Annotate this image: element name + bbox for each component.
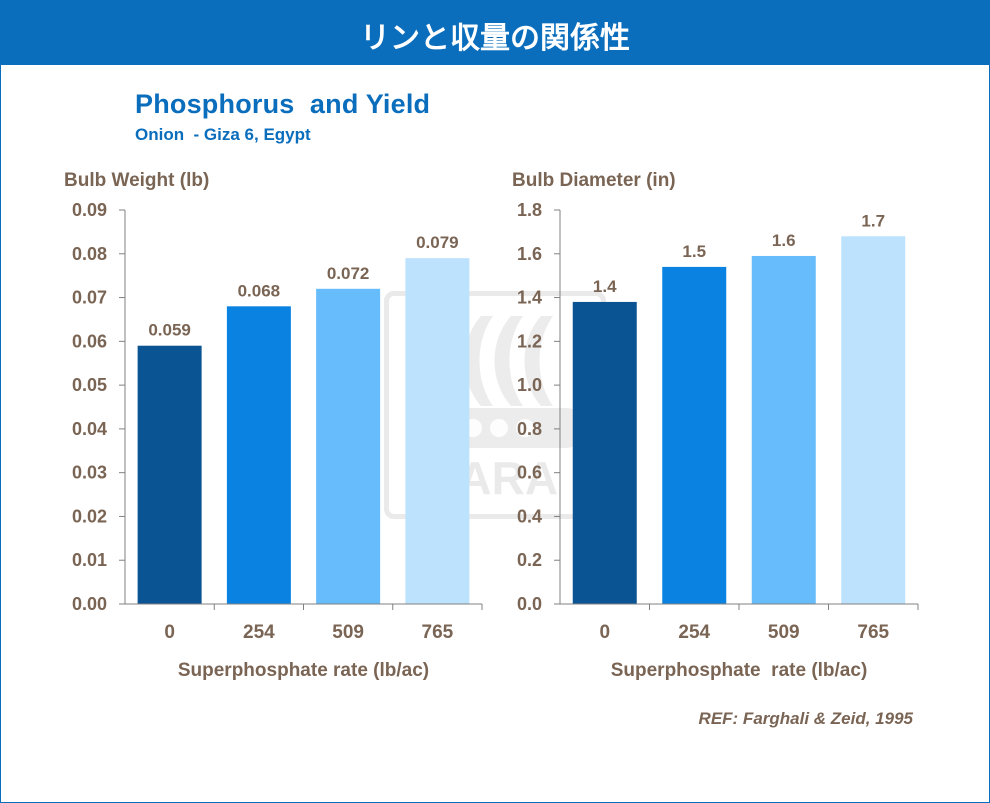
y-tick-label: 0.00 (72, 594, 107, 614)
bar-254 (662, 266, 727, 604)
y-tick-label: 0.02 (72, 506, 107, 526)
figure-title: Phosphorus and Yield (135, 89, 431, 119)
y-tick-label: 0.6 (517, 463, 542, 483)
bar-value-label: 0.072 (327, 264, 370, 283)
y-axis-title: Bulb Diameter (in) (512, 170, 676, 191)
x-tick-label: 509 (332, 622, 364, 643)
x-tick-label: 254 (678, 622, 710, 643)
y-tick-label: 0.04 (72, 419, 107, 439)
bar-value-label: 0.068 (238, 281, 281, 300)
x-axis-title: Superphosphate rate (lb/ac) (611, 660, 868, 681)
bar-value-label: 0.079 (416, 233, 459, 252)
x-tick-label: 254 (243, 622, 275, 643)
bar-0 (572, 301, 637, 604)
bar-254 (226, 306, 291, 604)
y-tick-label: 0.0 (517, 594, 542, 614)
x-tick-label: 509 (768, 622, 800, 643)
y-tick-label: 0.08 (72, 244, 107, 264)
y-tick-label: 1.4 (517, 288, 542, 308)
bar-value-label: 1.6 (772, 231, 796, 250)
y-tick-label: 1.8 (517, 200, 542, 220)
bar-value-label: 1.4 (593, 277, 617, 296)
x-tick-label: 0 (599, 622, 610, 643)
y-tick-label: 0.09 (72, 200, 107, 220)
bar-509 (751, 255, 816, 604)
bar-value-label: 0.059 (148, 321, 191, 340)
y-tick-label: 0.05 (72, 375, 107, 395)
y-tick-label: 1.6 (517, 244, 542, 264)
x-tick-label: 765 (857, 622, 889, 643)
x-tick-label: 765 (422, 622, 454, 643)
x-tick-label: 0 (164, 622, 175, 643)
y-axis-title: Bulb Weight (lb) (64, 170, 209, 191)
y-tick-label: 0.03 (72, 463, 107, 483)
bar-765 (841, 236, 906, 604)
y-tick-label: 0.4 (517, 506, 542, 526)
header-banner: リンと収量の関係性 (1, 1, 989, 65)
bar-765 (405, 258, 470, 604)
reference-note: REF: Farghali & Zeid, 1995 (698, 709, 913, 728)
y-tick-label: 1.0 (517, 375, 542, 395)
y-tick-label: 1.2 (517, 331, 542, 351)
y-tick-label: 0.07 (72, 288, 107, 308)
bar-0 (137, 345, 202, 604)
bar-value-label: 1.5 (682, 242, 706, 261)
y-tick-label: 0.06 (72, 331, 107, 351)
figure-subtitle: Onion - Giza 6, Egypt (135, 125, 311, 144)
bar-509 (316, 288, 381, 604)
y-tick-label: 0.2 (517, 550, 542, 570)
y-tick-label: 0.01 (72, 550, 107, 570)
header-title: リンと収量の関係性 (360, 21, 630, 56)
x-axis-title: Superphosphate rate (lb/ac) (178, 660, 429, 681)
bar-value-label: 1.7 (861, 211, 885, 230)
y-tick-label: 0.8 (517, 419, 542, 439)
